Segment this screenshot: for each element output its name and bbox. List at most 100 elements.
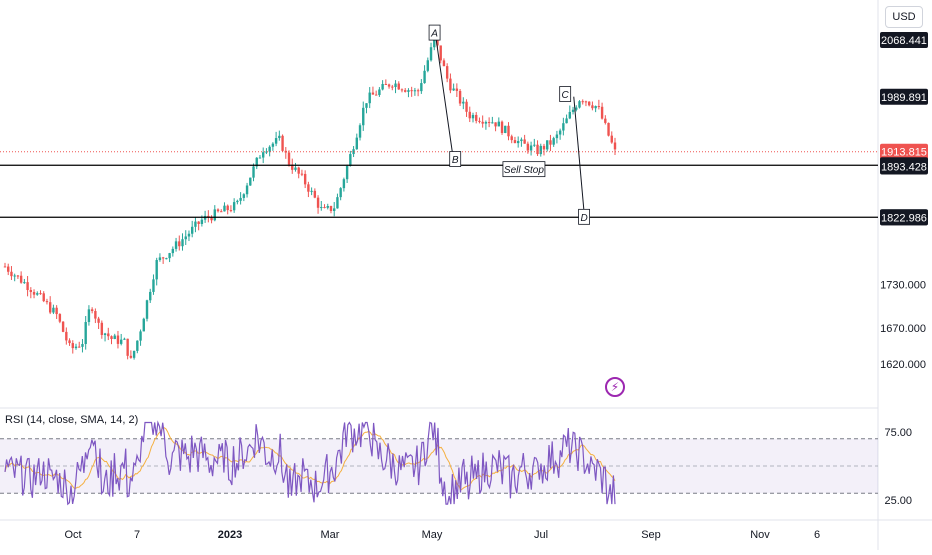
candle-body [355, 137, 358, 150]
candle-body [174, 241, 178, 249]
price-tick-label: 1620.000 [880, 359, 926, 371]
candle-body [126, 338, 129, 356]
candle-body [542, 145, 546, 150]
candle-body [533, 144, 536, 146]
time-tick-label: May [422, 529, 443, 541]
candle-body [362, 107, 365, 126]
candle-body [281, 135, 284, 151]
candle-body [84, 322, 87, 345]
candle-body [258, 157, 262, 159]
lightning-bolt-icon[interactable]: ⚡ [605, 377, 625, 397]
candle-body [210, 217, 213, 221]
candle-body [81, 344, 84, 347]
candle-body [103, 333, 107, 335]
candle-body [32, 292, 36, 295]
candle-body [539, 145, 542, 155]
candle-body [78, 346, 81, 348]
currency-button[interactable]: USD [885, 6, 923, 28]
candle-body [74, 346, 78, 349]
rsi-indicator-label[interactable]: RSI (14, close, SMA, 14, 2) [5, 414, 139, 426]
candle-body [578, 101, 581, 108]
candle-body [526, 143, 530, 151]
candle-body [300, 173, 304, 175]
candle-body [484, 122, 488, 124]
candle-body [155, 260, 158, 280]
candle-body [245, 185, 249, 195]
candle-body [262, 152, 265, 158]
candle-body [171, 248, 175, 254]
candle-body [371, 92, 375, 95]
candle-body [471, 114, 475, 119]
candle-body [597, 106, 601, 108]
candle-body [374, 94, 378, 96]
rsi-tick-label: 75.00 [884, 427, 912, 439]
candle-body [462, 101, 465, 104]
candle-body [255, 157, 258, 167]
candle-body [39, 293, 42, 295]
candle-body [42, 293, 45, 302]
candle-body [145, 300, 149, 319]
candle-body [397, 83, 400, 90]
annotation-box-a [428, 24, 441, 41]
candle-body [65, 331, 68, 341]
annotation-box-sell-stop [502, 161, 546, 178]
candle-body [413, 90, 417, 92]
candle-body [381, 83, 384, 90]
candle-body [558, 130, 562, 135]
candle-body [26, 282, 29, 291]
candle-body [575, 107, 578, 110]
candle-body [329, 206, 333, 211]
annotation-a: A [430, 29, 438, 40]
candle-body [220, 211, 223, 213]
drawings: A B C D Sell Stop [0, 24, 878, 225]
candle-body [507, 125, 510, 137]
trend-line-1 [435, 40, 454, 161]
annotation-box-d [578, 208, 590, 225]
candle-body [591, 105, 594, 109]
candle-body [607, 122, 610, 136]
candle-body [278, 135, 281, 139]
candle-body [416, 90, 420, 92]
candle-body [342, 179, 346, 189]
candle-body [232, 202, 236, 211]
candle-body [407, 90, 410, 92]
candle-body [475, 114, 478, 121]
annotation-b: B [452, 155, 459, 166]
candle-body [181, 239, 184, 247]
candle-body [339, 188, 342, 198]
rsi-tick-label: 25.00 [884, 495, 912, 507]
candle-body [116, 335, 120, 344]
candle-body [152, 279, 155, 292]
candle-body [487, 122, 491, 124]
price-label-box [880, 32, 928, 48]
annotation-box-c [559, 86, 572, 102]
candle-body [516, 141, 520, 144]
time-tick-label: Sep [641, 529, 661, 541]
price-label-box [880, 143, 928, 160]
candle-body [265, 151, 268, 153]
candle-body [55, 307, 58, 315]
candle-body [445, 66, 449, 79]
candle-body [345, 166, 349, 180]
candle-body [178, 241, 181, 247]
candle-body [604, 118, 607, 123]
candle-body [249, 177, 252, 186]
price-label: 2068.441 [881, 35, 927, 47]
candle-body [139, 331, 142, 341]
candle-body [187, 233, 191, 237]
candle-body [433, 37, 436, 48]
candle-body [142, 318, 145, 332]
candle-body [587, 101, 591, 106]
candle-body [536, 144, 539, 155]
candle-body [478, 120, 481, 122]
candle-body [297, 167, 300, 174]
candle-body [19, 275, 23, 283]
candle-body [358, 125, 362, 138]
axes: 1620.000 1670.000 1730.000 2068.441 1989.891… [64, 32, 928, 541]
time-tick-label: 2023 [218, 529, 242, 541]
candle-body [13, 275, 16, 277]
candle-body [316, 197, 320, 208]
